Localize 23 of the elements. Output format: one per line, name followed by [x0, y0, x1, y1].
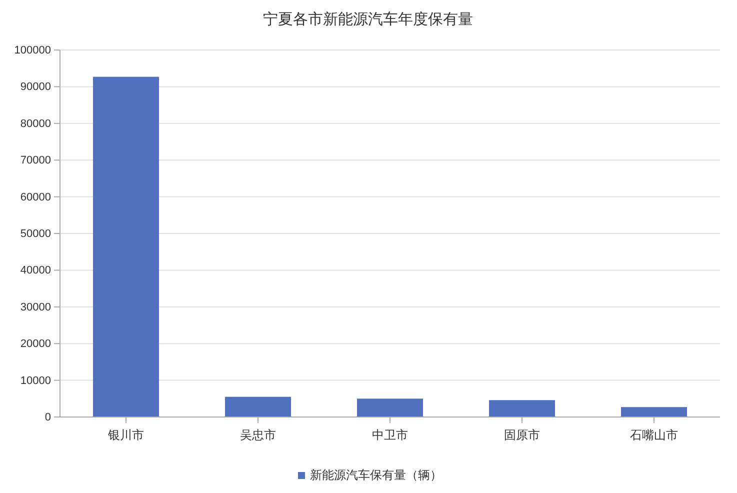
y-tick-label: 70000	[20, 154, 51, 167]
y-tick-label: 90000	[20, 81, 51, 94]
x-tick-label: 银川市	[107, 428, 144, 442]
bar	[621, 407, 687, 417]
y-tick-label: 80000	[20, 118, 51, 130]
bar	[357, 398, 423, 417]
x-tick-label: 吴忠市	[240, 428, 276, 442]
y-tick-label: 20000	[20, 338, 51, 350]
y-tick-label: 50000	[20, 228, 51, 240]
bar	[489, 400, 555, 417]
y-tick-label: 100000	[14, 44, 51, 57]
y-tick-label: 60000	[20, 191, 51, 204]
y-tick-label: 0	[44, 412, 51, 424]
y-tick-label: 40000	[20, 264, 51, 277]
legend-label: 新能源汽车保有量（辆）	[310, 468, 442, 482]
y-tick-label: 30000	[20, 301, 51, 314]
y-tick-label: 10000	[20, 374, 51, 387]
chart-title: 宁夏各市新能源汽车年度保有量	[263, 10, 473, 28]
x-tick-label: 中卫市	[372, 428, 408, 442]
x-tick-label: 石嘴山市	[630, 428, 678, 442]
bar	[93, 76, 159, 417]
x-tick-label: 固原市	[504, 428, 540, 442]
bar	[225, 396, 291, 417]
